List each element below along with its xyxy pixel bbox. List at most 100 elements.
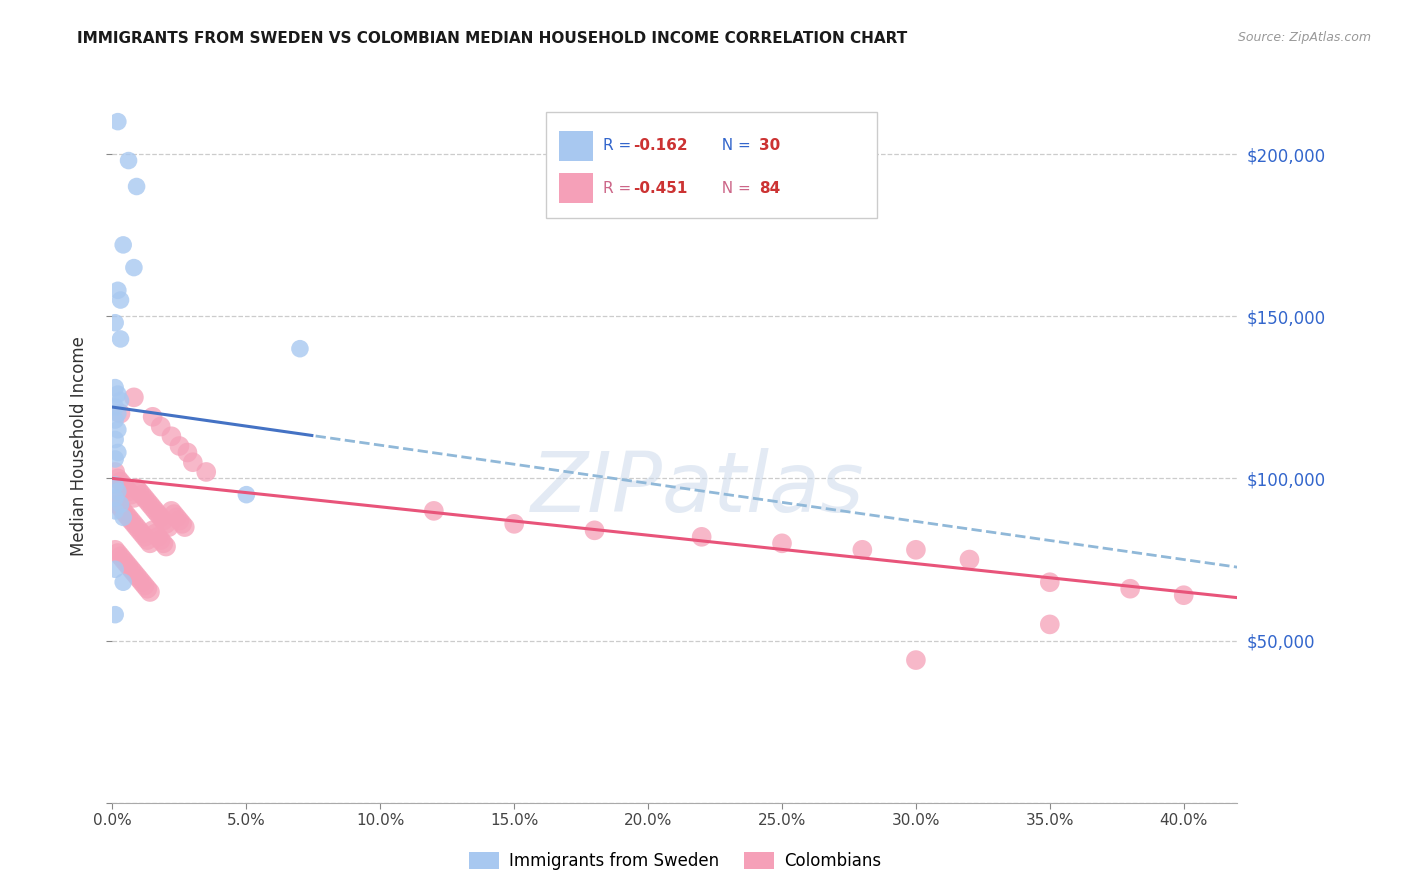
Point <box>104 452 127 467</box>
Point <box>110 293 132 307</box>
Point <box>128 524 150 538</box>
Point <box>176 445 198 459</box>
Point <box>134 578 156 592</box>
Point <box>107 423 129 437</box>
Point <box>125 520 148 534</box>
Point <box>112 478 135 492</box>
Point <box>115 507 138 521</box>
Point <box>169 514 191 528</box>
Text: 84: 84 <box>759 181 780 196</box>
Point <box>128 572 150 586</box>
Point <box>117 484 139 499</box>
Point <box>136 582 159 596</box>
Point <box>104 494 127 508</box>
Point <box>904 542 927 557</box>
Point <box>107 484 129 499</box>
Point <box>104 607 127 622</box>
Point <box>134 491 156 505</box>
Point <box>195 465 218 479</box>
Point <box>770 536 793 550</box>
Point <box>122 566 145 580</box>
Point <box>117 510 139 524</box>
Point <box>152 514 174 528</box>
FancyBboxPatch shape <box>546 112 877 218</box>
Point <box>1039 617 1062 632</box>
Point <box>169 439 191 453</box>
Point <box>155 540 177 554</box>
Point <box>112 552 135 566</box>
Point <box>104 413 127 427</box>
Point <box>155 516 177 531</box>
Point <box>122 260 145 275</box>
Point <box>104 316 127 330</box>
Text: R =: R = <box>603 181 636 196</box>
Point <box>104 542 127 557</box>
Point <box>288 342 311 356</box>
Point <box>583 524 606 538</box>
Point <box>139 536 162 550</box>
Point <box>120 514 142 528</box>
Point <box>110 475 132 489</box>
Point <box>143 504 166 518</box>
Point <box>149 510 172 524</box>
Point <box>107 407 129 421</box>
Point <box>142 500 165 515</box>
Point <box>172 516 194 531</box>
Point <box>104 478 127 492</box>
Point <box>110 500 132 515</box>
Point <box>110 407 132 421</box>
Point <box>115 556 138 570</box>
Text: -0.451: -0.451 <box>633 181 688 196</box>
Point <box>904 653 927 667</box>
Point <box>122 390 145 404</box>
Text: N =: N = <box>711 138 755 153</box>
Point <box>104 433 127 447</box>
Text: -0.162: -0.162 <box>633 138 688 153</box>
Point <box>149 419 172 434</box>
Point <box>959 552 981 566</box>
Point <box>104 381 127 395</box>
Point <box>107 546 129 560</box>
Point <box>157 520 180 534</box>
Point <box>112 510 135 524</box>
Point <box>149 533 172 547</box>
Point <box>136 533 159 547</box>
Point <box>690 530 713 544</box>
Point <box>1039 575 1062 590</box>
Point <box>104 465 127 479</box>
Point <box>120 488 142 502</box>
Point <box>173 520 195 534</box>
Text: IMMIGRANTS FROM SWEDEN VS COLOMBIAN MEDIAN HOUSEHOLD INCOME CORRELATION CHART: IMMIGRANTS FROM SWEDEN VS COLOMBIAN MEDI… <box>77 31 908 46</box>
Point <box>107 114 129 128</box>
Point <box>143 526 166 541</box>
Point <box>117 559 139 574</box>
Point <box>110 497 132 511</box>
Point <box>851 542 873 557</box>
Text: R =: R = <box>603 138 636 153</box>
Point <box>117 153 139 168</box>
Point <box>104 491 127 505</box>
Point <box>160 504 183 518</box>
Point <box>110 332 132 346</box>
Text: ZIPatlas: ZIPatlas <box>530 449 865 529</box>
Point <box>112 504 135 518</box>
Point <box>423 504 446 518</box>
Point <box>181 455 204 469</box>
Point <box>160 429 183 443</box>
Y-axis label: Median Household Income: Median Household Income <box>70 336 89 556</box>
FancyBboxPatch shape <box>560 173 593 203</box>
Point <box>503 516 526 531</box>
Point <box>131 575 153 590</box>
Point <box>115 481 138 495</box>
Point <box>142 524 165 538</box>
Point <box>134 530 156 544</box>
Point <box>110 393 132 408</box>
Point <box>112 575 135 590</box>
Point <box>139 585 162 599</box>
Point <box>104 400 127 414</box>
Point <box>131 488 153 502</box>
Text: 30: 30 <box>759 138 780 153</box>
Point <box>128 484 150 499</box>
Point <box>235 488 257 502</box>
Point <box>104 562 127 576</box>
